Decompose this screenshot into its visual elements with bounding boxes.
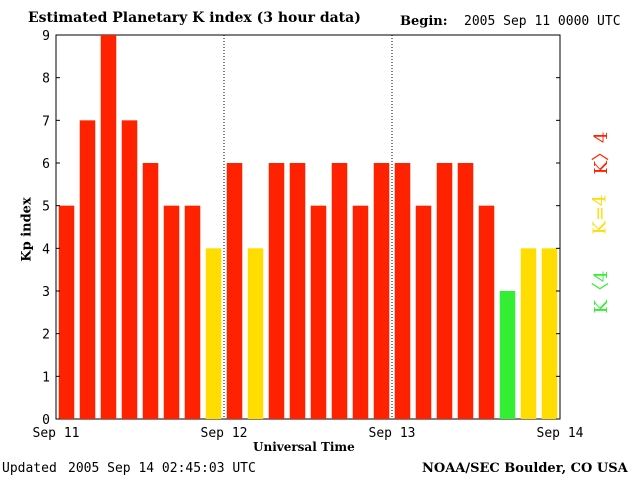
updated-value: 2005 Sep 14 02:45:03 UTC <box>68 461 256 476</box>
bar <box>289 163 306 419</box>
y-tick-label: 3 <box>42 285 50 300</box>
x-tick-label: Sep 11 <box>33 426 80 441</box>
bar <box>352 205 369 419</box>
y-axis-label: Kp index <box>19 197 35 262</box>
bar <box>373 163 390 419</box>
bar <box>58 205 75 419</box>
y-tick-label: 8 <box>42 72 50 87</box>
bar <box>226 163 243 419</box>
bar <box>247 248 264 419</box>
x-tick-label: Sep 12 <box>201 426 248 441</box>
bar <box>499 291 516 419</box>
y-tick-label: 1 <box>42 370 50 385</box>
y-tick-label: 7 <box>42 114 50 129</box>
y-tick-label: 6 <box>42 157 50 172</box>
bar <box>415 205 432 419</box>
bar <box>163 205 180 419</box>
bar <box>541 248 558 419</box>
begin-value: 2005 Sep 11 0000 UTC <box>464 14 621 29</box>
begin-label: Begin: <box>400 14 448 29</box>
chart-title: Estimated Planetary K index (3 hour data… <box>28 10 361 26</box>
plot-frame <box>55 34 561 420</box>
bar <box>520 248 537 419</box>
bar <box>121 120 138 419</box>
bar <box>457 163 474 419</box>
bar <box>142 163 159 419</box>
bar <box>268 163 285 419</box>
x-tick-label: Sep 14 <box>537 426 584 441</box>
bar <box>436 163 453 419</box>
legend-k-less-4: K〈4 <box>591 270 612 314</box>
bar <box>478 205 495 419</box>
bar <box>184 205 201 419</box>
legend-k-equal-4: K=4 <box>589 194 611 235</box>
y-tick-label: 4 <box>42 242 50 257</box>
bar <box>394 163 411 419</box>
y-tick-label: 0 <box>42 413 50 428</box>
y-tick-label: 5 <box>42 200 50 215</box>
bar <box>79 120 96 419</box>
updated-label: Updated <box>2 461 57 476</box>
y-tick-label: 2 <box>42 328 50 343</box>
x-tick-label: Sep 13 <box>369 426 416 441</box>
bar <box>310 205 327 419</box>
bar <box>331 163 348 419</box>
x-axis-label: Universal Time <box>253 440 355 454</box>
y-tick-label: 9 <box>42 29 50 44</box>
bar <box>100 35 117 419</box>
credit-text: NOAA/SEC Boulder, CO USA <box>422 461 628 476</box>
bar <box>205 248 222 419</box>
